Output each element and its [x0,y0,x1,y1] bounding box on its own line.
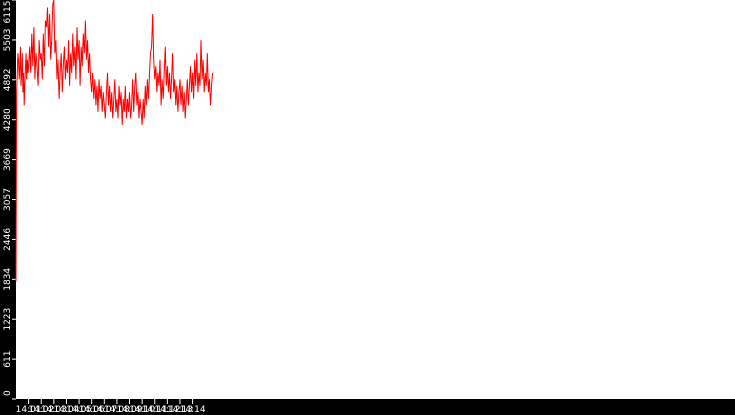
x-tick-label: 14:03 [41,405,67,415]
series-line [15,0,214,282]
x-axis-ticks: 14:0114:0214:0314:0414:0514:0614:0714:08… [16,399,206,415]
x-tick-label: 14:05 [66,405,92,415]
x-tick-label: 14:06 [79,405,105,415]
y-tick-label: 2446 [3,228,13,251]
y-tick-label: 3669 [3,148,13,171]
x-tick-label: 14:08 [104,405,130,415]
y-axis-bar [0,0,16,415]
y-tick-label: 611 [3,351,13,368]
x-axis-bar [0,399,735,415]
y-tick-label: 5503 [3,28,13,51]
x-tick-label: 14:07 [91,405,117,415]
y-tick-label: 4280 [3,108,13,131]
x-tick-label: 14:12 [154,405,180,415]
x-tick-label: 14:11 [142,405,168,415]
x-tick-label: 14:02 [28,405,54,415]
x-tick-label: 14:04 [53,405,79,415]
y-tick-label: 1223 [3,308,13,331]
y-tick-label: 3057 [3,188,13,211]
y-tick-label: 4892 [3,68,13,91]
y-tick-label: 6115 [3,1,13,24]
x-tick-label: 14:09 [117,405,143,415]
y-tick-label: 1834 [3,268,13,291]
x-tick-label: 14:14 [180,405,206,415]
y-axis-ticks: 0 611 1223 1834 2446 3057 3669 4280 4892 5503 6115 [3,0,16,400]
x-tick-label: 14:13 [167,405,193,415]
plot-background [16,0,735,399]
y-tick-label: 0 [3,390,13,396]
x-tick-label: 14:10 [129,405,155,415]
x-tick-label: 14:01 [16,405,42,415]
